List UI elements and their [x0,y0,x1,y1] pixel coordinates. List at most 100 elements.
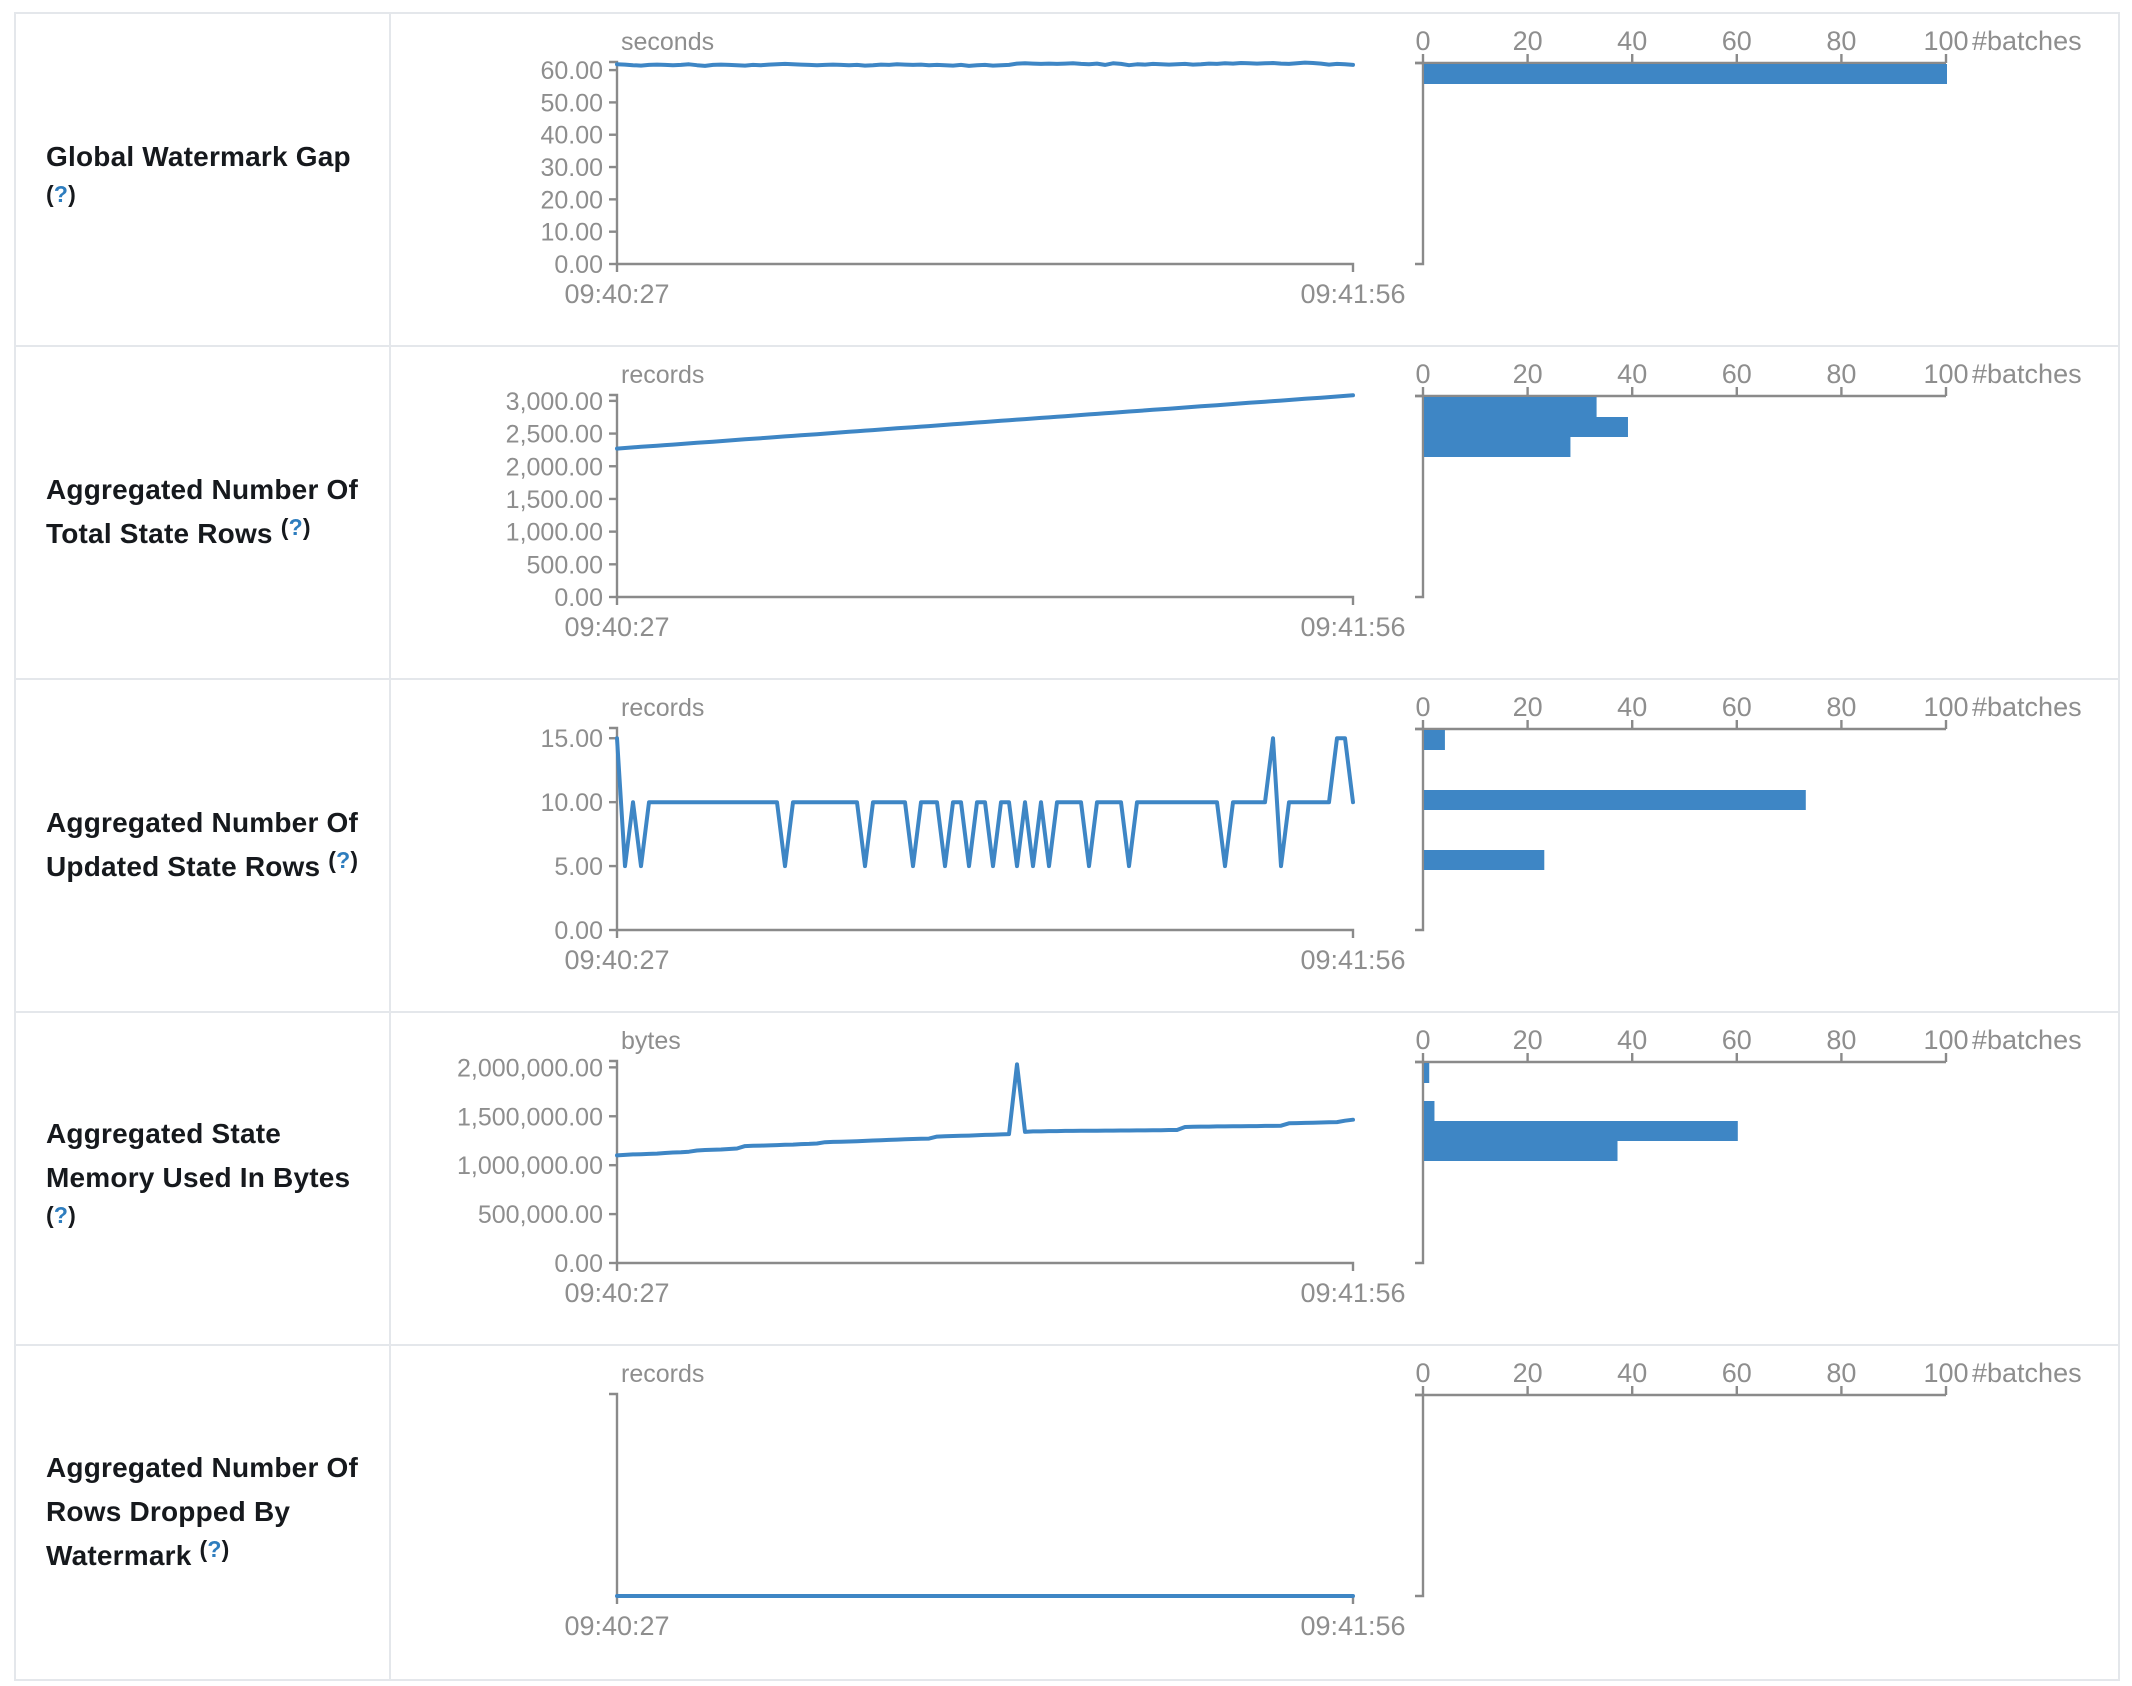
hist-x-tick-label: 100 [1923,692,1968,722]
histogram-bar [1424,437,1571,457]
hist-x-tick-label: 100 [1923,359,1968,389]
time-end-label: 09:41:56 [1300,612,1405,642]
hist-x-tick-label: 80 [1826,26,1856,56]
charts-svg: seconds 60.00 50.00 40.00 30.00 20.00 10.00 0.0… [540,26,2082,309]
hist-x-tick-label: 100 [1923,1358,1968,1388]
batches-axis-label: #batches [1972,359,2082,389]
hist-x-tick-label: 20 [1513,359,1543,389]
y-tick-label: 2,000.00 [506,453,603,481]
metric-label-cell: Aggregated Number Of Total State Rows (?… [16,347,391,678]
timeline-y-axis [609,1059,619,1263]
help-paren-open: ( [46,1202,54,1228]
metric-label-cell: Global Watermark Gap (?) [16,14,391,345]
metric-label-cell: Aggregated Number Of Updated State Rows … [16,680,391,1011]
hist-x-tick-label: 0 [1415,359,1430,389]
help-paren-close: ) [302,514,311,540]
metric-row: Aggregated Number Of Updated State Rows … [16,680,2118,1013]
help-link[interactable]: ? [53,1202,69,1228]
histogram-bar [1424,1121,1738,1141]
metric-title-text: Aggregated Number Of Total State Rows [46,474,359,549]
help-link[interactable]: ? [336,847,351,873]
histogram-bar [1424,730,1445,750]
hist-x-tick-label: 20 [1513,692,1543,722]
hist-x-tick-label: 100 [1923,1025,1968,1055]
histogram-bar [1424,790,1806,810]
y-tick-label: 10.00 [540,219,603,247]
histogram-bar [1424,397,1597,417]
help-paren-open: ( [46,181,54,207]
charts-cell: records 09:40:27 09:41:56 0 20 40 60 80 100 #batc… [391,1346,2120,1679]
hist-x-tick-label: 60 [1722,692,1752,722]
histogram-chart: 0 20 40 60 80 100 #batches [1415,1025,2082,1265]
timeline-y-axis [609,60,619,264]
y-tick-label: 0.00 [554,251,603,279]
hist-x-tick-label: 40 [1617,1025,1647,1055]
timeline-series-line [615,736,1355,869]
hist-x-tick-label: 20 [1513,1025,1543,1055]
hist-x-tick-label: 40 [1617,692,1647,722]
metric-title-text: Global Watermark Gap [46,141,351,172]
hist-x-tick-label: 60 [1722,1358,1752,1388]
y-tick-label: 1,500.00 [506,486,603,514]
hist-x-tick-label: 20 [1513,26,1543,56]
hist-x-tick-label: 20 [1513,1358,1543,1388]
charts-svg: records 09:40:27 09:41:56 0 20 40 60 80 100 #batc… [564,1358,2082,1641]
timeline-chart: bytes 2,000,000.00 1,500,000.00 1,000,000.0… [457,1027,1406,1308]
metric-title: Aggregated Number Of Updated State Rows … [46,801,371,890]
y-tick-label: 1,000.00 [506,519,603,547]
timeline-unit-label: records [621,1360,704,1388]
hist-y-axis [1415,1393,1425,1598]
y-tick-label: 60.00 [540,57,603,85]
time-end-label: 09:41:56 [1300,1278,1405,1308]
metric-title-text: Aggregated State Memory Used In Bytes [46,1118,351,1193]
histogram-chart: 0 20 40 60 80 100 #batches [1415,26,2082,266]
help-paren-close: ) [68,1202,76,1228]
timeline-series-line [615,393,1355,451]
charts-svg: bytes 2,000,000.00 1,500,000.00 1,000,000.0… [457,1025,2082,1308]
histogram-bar [1424,1063,1430,1083]
timeline-chart: records 3,000.00 2,500.00 2,000.00 1,500.00 1… [506,361,1406,642]
metric-title: Aggregated State Memory Used In Bytes (?… [46,1112,371,1245]
hist-x-tick-label: 0 [1415,1025,1430,1055]
hist-x-tick-label: 60 [1722,359,1752,389]
y-tick-label: 15.00 [540,725,603,753]
y-tick-label: 30.00 [540,154,603,182]
y-tick-label: 500.00 [527,551,603,579]
hist-x-tick-label: 80 [1826,359,1856,389]
help-paren-close: ) [350,847,359,873]
time-start-label: 09:40:27 [564,1611,669,1641]
metric-row: Aggregated State Memory Used In Bytes (?… [16,1013,2118,1346]
timeline-x-axis [615,595,1355,605]
timeline-unit-label: seconds [621,28,714,56]
y-tick-label: 10.00 [540,789,603,817]
histogram-chart: 0 20 40 60 80 100 #batches [1415,1358,2082,1598]
time-start-label: 09:40:27 [564,1278,669,1308]
y-tick-label: 50.00 [540,89,603,117]
help-paren-open: ( [328,847,337,873]
help-paren-close: ) [221,1536,230,1562]
y-tick-label: 0.00 [554,584,603,612]
help-link[interactable]: ? [53,181,69,207]
batches-axis-label: #batches [1972,26,2082,56]
y-tick-label: 1,500,000.00 [457,1103,603,1131]
timeline-unit-label: bytes [621,1027,681,1055]
y-tick-label: 3,000.00 [506,388,603,416]
y-tick-label: 1,000,000.00 [457,1152,603,1180]
hist-x-tick-label: 60 [1722,1025,1752,1055]
histogram-bar [1424,64,1947,84]
help-link[interactable]: ? [207,1536,222,1562]
metric-title: Aggregated Number Of Rows Dropped By Wat… [46,1446,371,1579]
charts-svg: records 3,000.00 2,500.00 2,000.00 1,500.00 1… [506,359,2082,642]
hist-x-tick-label: 0 [1415,26,1430,56]
timeline-series-line [615,1062,1355,1158]
metric-label-cell: Aggregated State Memory Used In Bytes (?… [16,1013,391,1344]
charts-cell: records 3,000.00 2,500.00 2,000.00 1,500.00 1… [391,347,2120,678]
timeline-y-axis [609,726,619,930]
timeline-y-axis [609,1392,619,1596]
help-link[interactable]: ? [288,514,303,540]
help-marker: (?) [199,1536,229,1562]
hist-y-axis [1415,394,1425,599]
hist-x-tick-label: 80 [1826,1358,1856,1388]
y-tick-label: 2,000,000.00 [457,1054,603,1082]
help-paren-close: ) [68,181,76,207]
